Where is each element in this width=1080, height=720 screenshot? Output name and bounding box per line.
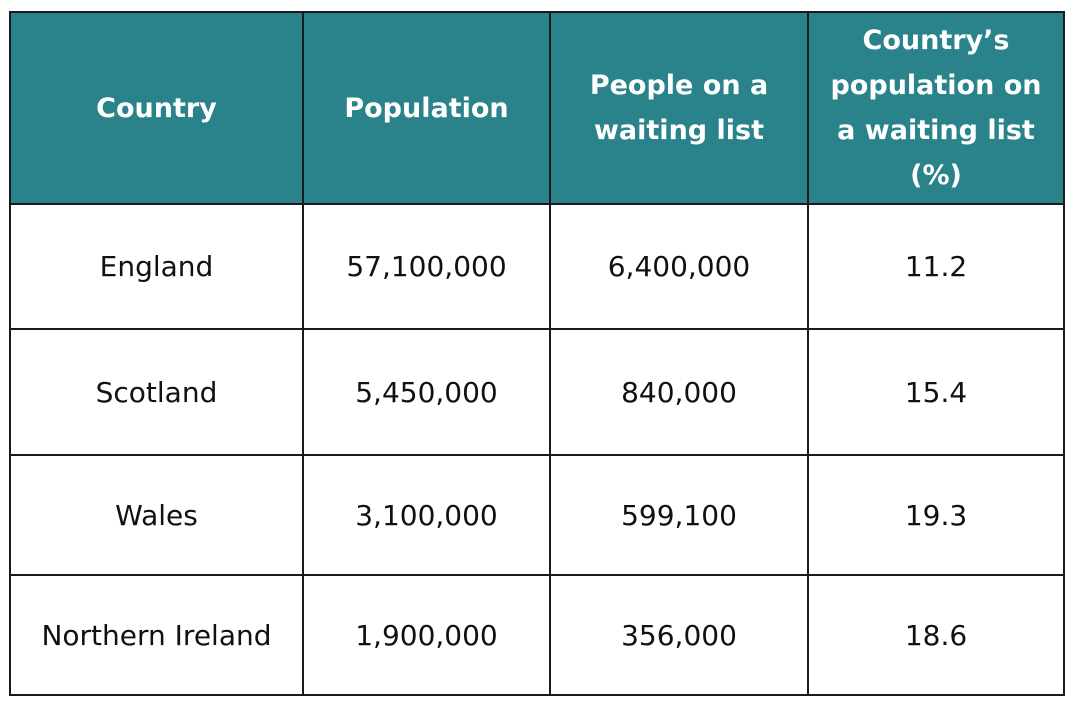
cell-waiting-list: 599,100 — [549, 454, 809, 576]
cell-percent: 19.3 — [807, 454, 1065, 576]
cell-country: England — [9, 203, 304, 330]
table-row: Northern Ireland 1,900,000 356,000 18.6 — [9, 574, 1065, 696]
cell-percent: 18.6 — [807, 574, 1065, 696]
header-country: Country — [9, 11, 304, 205]
cell-waiting-list: 840,000 — [549, 328, 809, 456]
cell-percent: 11.2 — [807, 203, 1065, 330]
table-row: England 57,100,000 6,400,000 11.2 — [9, 203, 1065, 330]
table-row: Scotland 5,450,000 840,000 15.4 — [9, 328, 1065, 456]
cell-population: 5,450,000 — [302, 328, 551, 456]
cell-population: 57,100,000 — [302, 203, 551, 330]
cell-waiting-list: 356,000 — [549, 574, 809, 696]
header-waiting-list-percent: Country’s population on a waiting list (… — [807, 11, 1065, 205]
cell-country: Scotland — [9, 328, 304, 456]
table-header-row: Country Population People on a waiting l… — [9, 11, 1065, 205]
cell-country: Wales — [9, 454, 304, 576]
cell-country: Northern Ireland — [9, 574, 304, 696]
table-row: Wales 3,100,000 599,100 19.3 — [9, 454, 1065, 576]
cell-percent: 15.4 — [807, 328, 1065, 456]
waiting-list-table: Country Population People on a waiting l… — [9, 11, 1065, 696]
cell-population: 1,900,000 — [302, 574, 551, 696]
header-population: Population — [302, 11, 551, 205]
cell-population: 3,100,000 — [302, 454, 551, 576]
cell-waiting-list: 6,400,000 — [549, 203, 809, 330]
header-waiting-list: People on a waiting list — [549, 11, 809, 205]
